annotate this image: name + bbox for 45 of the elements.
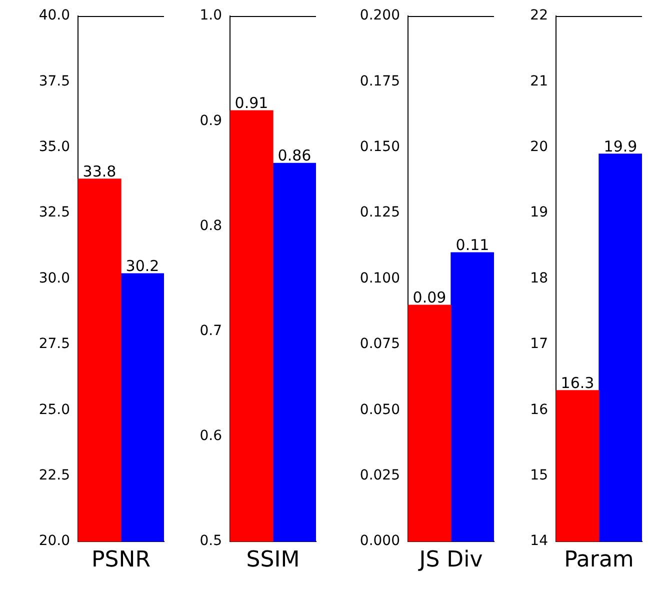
y-tick-label: 32.5: [38, 204, 70, 221]
y-tick-label: 25.0: [38, 402, 70, 418]
y-tick-label: 0.000: [360, 533, 400, 550]
data-label: 0.11: [456, 236, 490, 254]
y-tick-label: 14: [530, 533, 548, 550]
y-tick-label: 0.8: [200, 218, 222, 234]
y-tick-label: 0.150: [360, 139, 400, 156]
y-tick-label: 0.200: [360, 8, 400, 24]
y-tick-label: 0.050: [360, 402, 400, 418]
y-tick-label: 0.6: [200, 428, 222, 444]
x-tick-label: PSNR: [92, 548, 150, 573]
y-tick-label: 0.100: [360, 270, 400, 286]
data-label: 0.91: [234, 94, 268, 112]
data-label: 19.9: [604, 137, 638, 156]
y-tick-label: 35.0: [38, 139, 70, 156]
y-tick-label: 20: [530, 139, 548, 156]
y-tick-label: 20.0: [38, 533, 70, 550]
data-label: 30.2: [126, 256, 160, 275]
y-tick-label: 19: [530, 204, 548, 221]
data-label: 33.8: [82, 162, 116, 180]
y-tick-label: 27.5: [38, 336, 70, 352]
y-tick-label: 0.5: [200, 533, 222, 550]
y-tick-label: 0.7: [200, 323, 222, 339]
y-tick-label: 1.0: [200, 8, 222, 24]
y-tick-label: 21: [530, 73, 548, 90]
y-tick-label: 0.175: [360, 73, 400, 90]
x-tick-label: JS Div: [417, 548, 483, 573]
data-label: 0.09: [412, 288, 446, 306]
data-label: 0.86: [278, 146, 312, 165]
y-tick-label: 37.5: [38, 73, 70, 90]
x-tick-label: Param: [564, 548, 634, 573]
data-label: 16.3: [560, 374, 594, 392]
y-tick-label: 22: [530, 8, 548, 24]
y-tick-label: 15: [530, 468, 548, 484]
y-tick-label: 0.075: [360, 336, 400, 352]
y-tick-label: 30.0: [38, 270, 70, 286]
y-tick-label: 0.025: [360, 468, 400, 484]
y-tick-label: 17: [530, 336, 548, 352]
y-tick-label: 16: [530, 402, 548, 418]
y-tick-label: 0.9: [200, 112, 222, 129]
y-tick-label: 40.0: [38, 8, 70, 24]
x-tick-label: SSIM: [246, 548, 300, 573]
y-tick-label: 0.125: [360, 204, 400, 221]
y-tick-label: 18: [530, 270, 548, 286]
y-tick-label: 22.5: [38, 468, 70, 484]
